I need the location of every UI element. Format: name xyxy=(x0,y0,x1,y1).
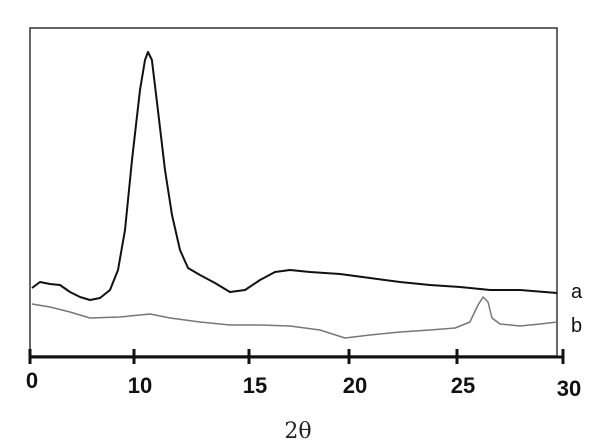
x-tick-label: 20 xyxy=(343,373,367,398)
x-tick-label: 10 xyxy=(128,373,152,398)
x-tick-label: 25 xyxy=(451,373,475,398)
series-line-b xyxy=(31,296,558,339)
x-tick-label: 30 xyxy=(557,376,581,401)
series-line-a xyxy=(31,51,558,301)
x-axis-title: 2θ xyxy=(284,419,311,444)
series-label-a: a xyxy=(571,281,583,303)
x-tick-label: 0 xyxy=(26,368,38,393)
x-tick-label: 15 xyxy=(243,373,267,398)
series-label-b: b xyxy=(571,315,582,337)
